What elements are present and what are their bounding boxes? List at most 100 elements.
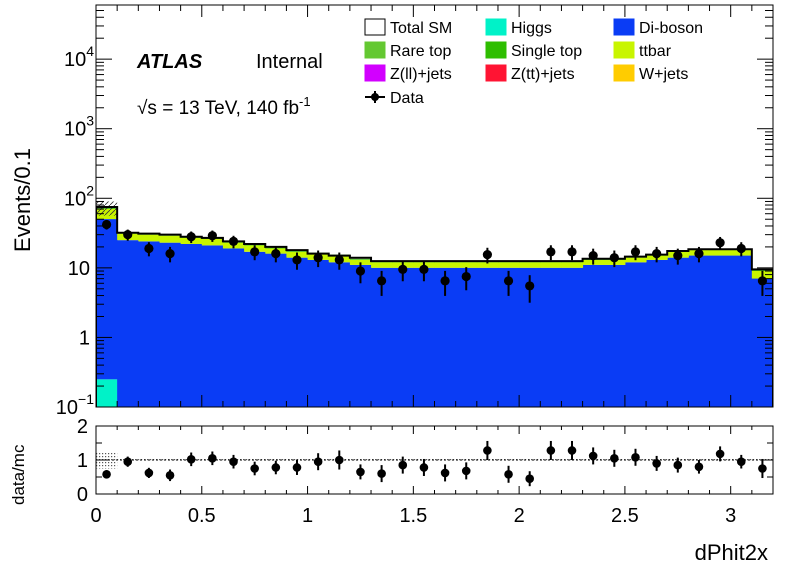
bar-di-boson bbox=[159, 242, 182, 407]
data-point bbox=[355, 266, 366, 276]
bar-di-boson bbox=[455, 267, 478, 407]
bar-di-boson bbox=[688, 255, 711, 407]
ratio-panel: 0 1 2 0 0.5 1 1.5 2 2.5 3 data/mc dPhit2x bbox=[9, 416, 774, 565]
ratio-point bbox=[144, 468, 154, 478]
data-point bbox=[398, 264, 408, 275]
bar-single-top bbox=[244, 244, 266, 246]
y-tick-base: 10 bbox=[56, 397, 78, 419]
data-point bbox=[292, 255, 302, 265]
data-point bbox=[673, 251, 683, 261]
bar-di-boson bbox=[476, 267, 499, 407]
total-sm-outline bbox=[96, 205, 773, 407]
bar-di-boson bbox=[561, 267, 584, 407]
y-tick-label: 10 bbox=[68, 258, 90, 280]
ratio-band-bin bbox=[244, 458, 266, 462]
ratio-points bbox=[102, 440, 767, 487]
legend-swatch-higgs bbox=[485, 18, 507, 36]
x-axis-ticks-top-panel bbox=[95, 5, 774, 407]
data-point bbox=[144, 243, 154, 254]
data-point bbox=[546, 247, 556, 257]
x-axis-label: dPhit2x bbox=[695, 540, 768, 565]
y-tick-exponent: −1 bbox=[78, 391, 94, 407]
bar-ttbar bbox=[455, 262, 478, 268]
data-point bbox=[334, 255, 344, 265]
bar-ttbar bbox=[561, 262, 584, 268]
legend-swatch-single-top bbox=[485, 41, 507, 59]
data-point bbox=[101, 219, 112, 230]
bar-di-boson bbox=[646, 259, 668, 407]
bar-ttbar bbox=[371, 262, 393, 268]
y-tick-base: 10 bbox=[64, 119, 86, 141]
bar-di-boson bbox=[265, 253, 287, 407]
bar-di-boson bbox=[709, 255, 732, 407]
ratio-point bbox=[356, 467, 365, 477]
data-point bbox=[525, 281, 535, 291]
legend-label-total-sm: Total SM bbox=[390, 20, 452, 37]
ratio-y-tick-label: 2 bbox=[77, 416, 88, 438]
ratio-point bbox=[715, 449, 725, 459]
bar-ttbar bbox=[709, 250, 732, 256]
data-point bbox=[440, 276, 450, 286]
atlas-label: ATLAS bbox=[136, 51, 203, 73]
y-tick-base: 10 bbox=[64, 49, 86, 71]
bar-di-boson bbox=[349, 264, 372, 407]
bar-di-boson bbox=[582, 264, 605, 407]
ratio-point bbox=[398, 460, 408, 470]
legend-label-di-boson: Di-boson bbox=[639, 20, 703, 37]
data-point bbox=[694, 249, 704, 259]
data-point bbox=[123, 230, 133, 240]
data-point bbox=[588, 251, 598, 261]
x-axis-ticks: 0 0.5 1 1.5 2 2.5 3 bbox=[90, 426, 774, 527]
legend-swatch-ttbar bbox=[613, 41, 635, 59]
legend-swatch-z-tt-jets bbox=[485, 64, 507, 82]
y-tick-label: 104 bbox=[64, 43, 94, 71]
bar-ttbar bbox=[201, 238, 224, 246]
data-point bbox=[186, 232, 196, 242]
bar-di-boson bbox=[667, 257, 689, 407]
ratio-point bbox=[292, 463, 302, 472]
legend-marker-data bbox=[371, 93, 379, 101]
ratio-point bbox=[165, 471, 175, 480]
bar-ttbar bbox=[434, 262, 457, 268]
data-point bbox=[271, 249, 281, 259]
data-point bbox=[250, 247, 260, 257]
ratio-point bbox=[673, 460, 683, 470]
y-tick-label: 10−1 bbox=[56, 391, 94, 419]
bar-di-boson bbox=[244, 251, 266, 407]
ratio-band-bin bbox=[265, 458, 287, 462]
data-point bbox=[377, 276, 387, 286]
data-point bbox=[715, 238, 725, 248]
data-point bbox=[313, 253, 323, 263]
bar-di-boson bbox=[624, 262, 647, 407]
ratio-y-label: data/mc bbox=[9, 444, 28, 505]
total-sm-line bbox=[96, 205, 773, 407]
bar-single-top bbox=[349, 259, 372, 260]
bar-ttbar bbox=[138, 234, 160, 242]
energy-label: √s = 13 TeV, 140 fb-1 bbox=[137, 94, 311, 119]
data-point bbox=[228, 236, 239, 247]
data-point bbox=[757, 276, 768, 286]
bar-di-boson bbox=[117, 240, 139, 407]
data-point bbox=[503, 276, 514, 286]
y-tick-exponent: 2 bbox=[86, 182, 94, 198]
ratio-point bbox=[186, 455, 196, 464]
legend-label-z-ll-jets: Z(ll)+jets bbox=[390, 66, 452, 83]
bar-di-boson bbox=[222, 248, 245, 407]
legend-label-single-top: Single top bbox=[511, 43, 582, 60]
ratio-point bbox=[123, 457, 133, 467]
bar-di-boson bbox=[497, 267, 520, 407]
data-points bbox=[101, 219, 768, 303]
bar-ttbar bbox=[540, 262, 562, 268]
x-tick-label: 1.5 bbox=[399, 505, 427, 527]
ratio-point bbox=[610, 454, 619, 463]
ratio-point bbox=[461, 466, 471, 476]
ratio-point bbox=[313, 457, 323, 467]
ratio-point bbox=[525, 474, 535, 484]
data-point bbox=[482, 250, 492, 260]
y-tick-label: 1 bbox=[79, 327, 90, 349]
legend-swatch-rare-top bbox=[364, 41, 386, 59]
ratio-point bbox=[229, 457, 238, 467]
legend-swatch-w-jets bbox=[613, 64, 635, 82]
ratio-point bbox=[588, 451, 598, 461]
